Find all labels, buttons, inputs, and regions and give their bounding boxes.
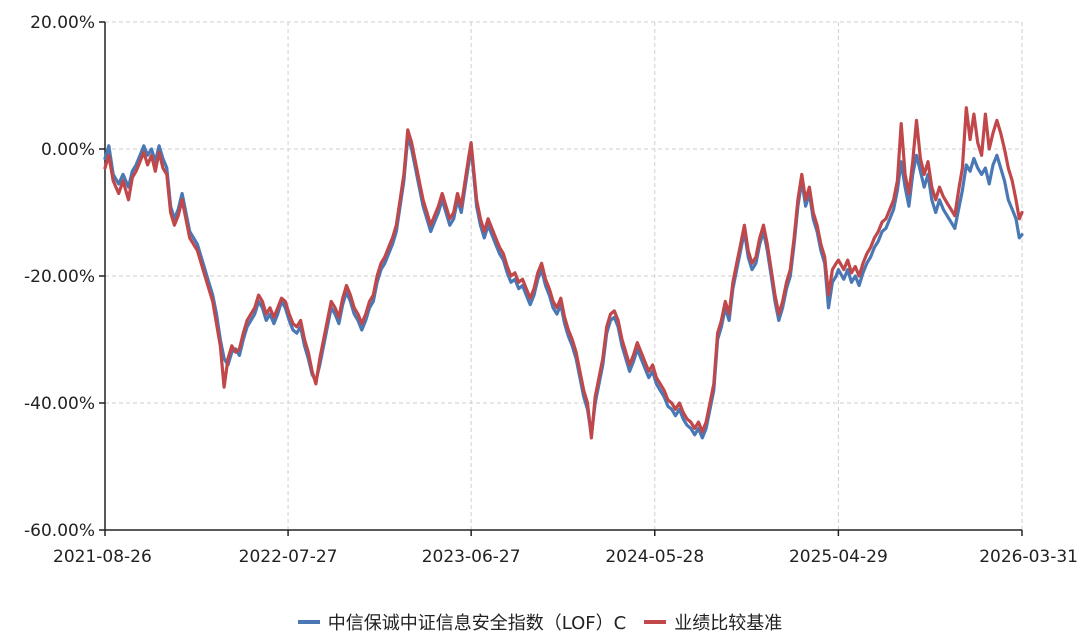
legend-swatch-fund xyxy=(297,619,320,624)
axes xyxy=(99,21,1023,536)
series-line-benchmark xyxy=(103,106,1024,440)
legend-label-benchmark: 业绩比较基准 xyxy=(674,612,783,634)
tick-labels: 20.00% 0.00% -20.00% -40.00% -60.00% 2021-08-… xyxy=(24,13,1078,567)
x-tick-label: 2021-08-26 xyxy=(53,547,152,567)
legend-item-benchmark[interactable]: 业绩比较基准 xyxy=(644,609,782,635)
x-tick-label: 2026-03-31 xyxy=(979,547,1078,567)
series-line-fund xyxy=(103,134,1024,440)
x-tick-label: 2024-05-28 xyxy=(605,547,704,567)
legend-label-fund: 中信保诚中证信息安全指数（LOF）C xyxy=(327,612,627,634)
x-tick-label: 2023-06-27 xyxy=(422,547,521,567)
y-tick-label: -60.00% xyxy=(24,521,95,541)
legend: 中信保诚中证信息安全指数（LOF）C 业绩比较基准 xyxy=(0,608,1080,635)
y-tick-label: -40.00% xyxy=(24,394,95,414)
x-tick-label: 2025-04-29 xyxy=(789,547,888,567)
y-tick-label: 0.00% xyxy=(41,140,95,160)
legend-item-fund[interactable]: 中信保诚中证信息安全指数（LOF）C xyxy=(297,609,627,635)
grid-lines xyxy=(104,21,1023,530)
legend-swatch-benchmark xyxy=(644,619,667,624)
series-lines xyxy=(103,106,1024,440)
line-chart: 20.00% 0.00% -20.00% -40.00% -60.00% 2021-08-… xyxy=(24,13,1078,567)
y-tick-label: -20.00% xyxy=(24,267,95,287)
y-tick-label: 20.00% xyxy=(30,13,95,33)
x-tick-label: 2022-07-27 xyxy=(239,547,338,567)
